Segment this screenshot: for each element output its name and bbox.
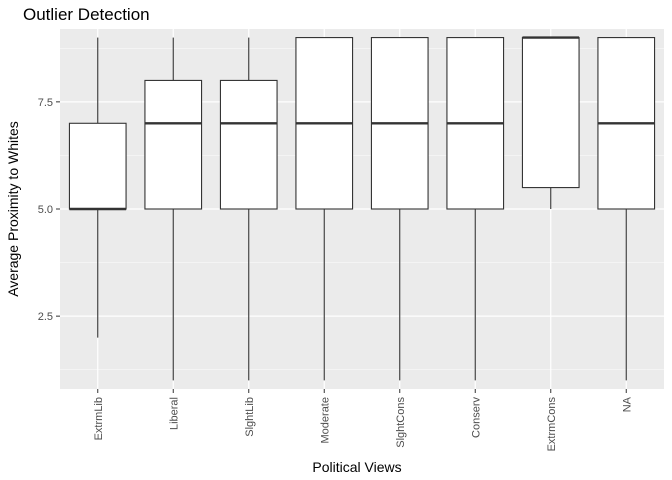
boxplots bbox=[68, 36, 656, 381]
x-axis-title: Political Views bbox=[312, 459, 401, 475]
box bbox=[68, 122, 127, 210]
y-tick-label: 5.0 bbox=[38, 204, 53, 216]
x-tick-label: Conserv bbox=[470, 397, 482, 438]
y-tick-label: 7.5 bbox=[38, 97, 53, 109]
y-axis: 2.5 5.0 7.5 bbox=[38, 97, 60, 323]
boxplot-moderate bbox=[295, 37, 354, 381]
x-tick-label: SlghtLib bbox=[244, 397, 256, 437]
y-axis-title: Average Proximity to Whites bbox=[5, 121, 21, 297]
chart-title: Outlier Detection bbox=[23, 5, 150, 24]
y-tick-label: 2.5 bbox=[38, 311, 53, 323]
x-axis: ExtrmLib Liberal SlghtLib Moderate SlghtCons… bbox=[93, 389, 633, 452]
x-tick-label: ExtrmCons bbox=[546, 397, 558, 452]
x-tick-label: SlghtCons bbox=[395, 397, 407, 448]
boxplot-extrmcons bbox=[521, 36, 580, 209]
boxplot-conserv bbox=[446, 37, 505, 381]
boxplot-slghtlib bbox=[219, 37, 278, 381]
boxplot-slghtcons bbox=[370, 37, 429, 381]
x-tick-label: ExtrmLib bbox=[93, 397, 105, 440]
x-tick-label: Moderate bbox=[319, 397, 331, 443]
boxplot-na bbox=[597, 37, 656, 381]
box bbox=[219, 79, 278, 210]
x-tick-label: NA bbox=[621, 396, 633, 412]
box bbox=[144, 79, 203, 210]
x-tick-label: Liberal bbox=[168, 397, 180, 430]
boxplot-liberal bbox=[144, 37, 203, 381]
boxplot-extrmlib bbox=[68, 37, 127, 338]
box bbox=[521, 37, 580, 189]
